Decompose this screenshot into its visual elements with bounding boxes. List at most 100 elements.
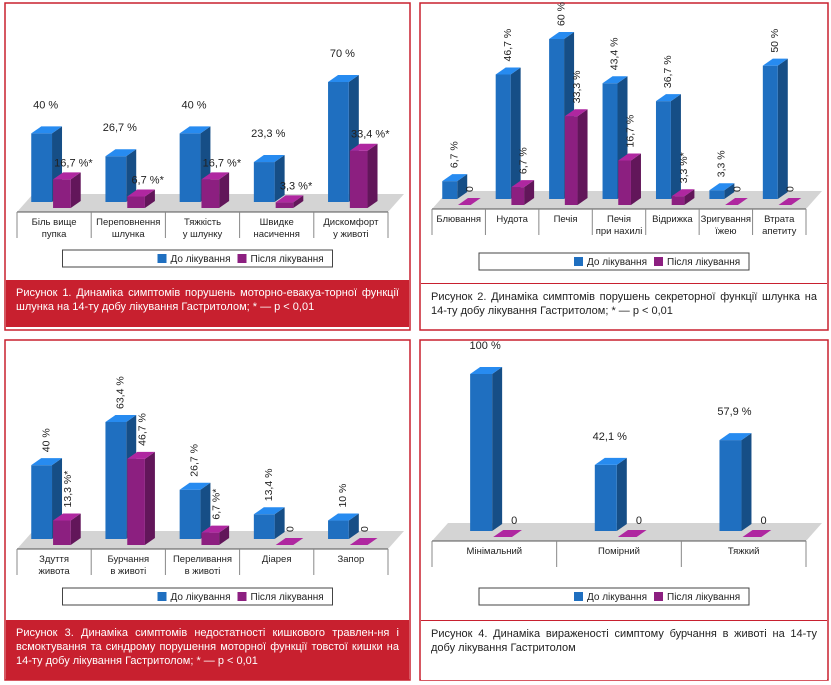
- legend-box: [62, 249, 333, 268]
- legend-box: [62, 587, 333, 606]
- category-label: Втрата апетиту: [762, 214, 797, 237]
- bar-top: [709, 183, 735, 191]
- bar-top: [617, 530, 647, 537]
- bar: [618, 160, 631, 205]
- bar: [328, 82, 349, 202]
- bar-top: [778, 198, 802, 205]
- value-label: 33,4 %*: [351, 129, 390, 141]
- value-label: 0: [511, 515, 517, 527]
- value-label: 16,7 %*: [54, 157, 93, 169]
- bar-side: [630, 153, 641, 205]
- category-label: Нудота: [496, 214, 528, 225]
- bar: [511, 187, 525, 205]
- legend-swatch: [574, 592, 583, 601]
- bar-top: [253, 507, 285, 515]
- bar-side: [684, 189, 695, 205]
- legend-swatch: [654, 257, 663, 266]
- bar-top: [457, 198, 481, 205]
- value-label: 43,4 %: [609, 38, 621, 71]
- bar-side: [144, 451, 155, 545]
- bar-top: [179, 126, 211, 134]
- bar: [127, 196, 145, 208]
- bar: [762, 65, 778, 200]
- bar-top: [470, 367, 503, 374]
- bar-top: [53, 513, 81, 521]
- value-label: 63,4 %: [115, 376, 127, 409]
- category-label: Тяжкий: [728, 546, 760, 557]
- value-label: 40 %: [40, 428, 52, 452]
- legend-box: [478, 252, 750, 271]
- legend-label: До лікування: [171, 592, 231, 603]
- bar: [671, 196, 685, 205]
- bar-top: [275, 195, 304, 203]
- caption: Рисунок 4. Динаміка вираженості симптому…: [421, 620, 827, 680]
- value-label: 6,7 %: [448, 141, 460, 168]
- category-label: Мінімальний: [467, 546, 523, 557]
- category-label: Переливання в животі: [173, 554, 232, 577]
- value-label: 0: [761, 515, 767, 527]
- bar-side: [510, 67, 521, 199]
- bar: [442, 181, 458, 199]
- category-label: Діарея: [262, 554, 292, 565]
- bar: [602, 83, 618, 199]
- value-label: 16,7 %: [624, 115, 636, 148]
- bar: [709, 190, 725, 199]
- legend-swatch: [157, 254, 167, 263]
- category-label: Печія: [554, 214, 578, 225]
- bar-top: [495, 67, 521, 75]
- bar: [53, 520, 71, 545]
- value-label: 0: [285, 526, 297, 532]
- value-label: 6,7 %: [518, 147, 530, 174]
- bar-top: [31, 458, 63, 466]
- bar-top: [201, 172, 230, 180]
- bar-top: [442, 174, 468, 182]
- panel-border: [4, 339, 411, 681]
- bar-side: [219, 525, 230, 545]
- bar-top: [602, 76, 628, 84]
- value-label: 36,7 %: [662, 55, 674, 88]
- bar-side: [670, 94, 681, 199]
- value-label: 0: [359, 526, 371, 532]
- bar-top: [275, 538, 304, 545]
- category-label: Запор: [338, 554, 365, 565]
- bar: [549, 39, 565, 199]
- bar-top: [328, 75, 359, 82]
- value-label: 3,3 %: [716, 150, 728, 177]
- panel-border: [419, 2, 829, 331]
- category-label: Печія при нахилі: [596, 214, 643, 237]
- value-label: 46,7 %: [502, 29, 514, 62]
- legend-label: До лікування: [587, 257, 647, 268]
- legend-label: Після лікування: [667, 257, 740, 268]
- bar: [470, 374, 493, 531]
- value-label: 40 %: [181, 99, 206, 111]
- value-label: 10 %: [337, 484, 349, 508]
- bar: [179, 133, 201, 202]
- bar-top: [127, 189, 155, 197]
- bar-side: [724, 183, 735, 199]
- bar-side: [219, 172, 230, 208]
- bar-side: [144, 189, 155, 208]
- bar-side: [492, 367, 503, 531]
- value-label: 60 %: [555, 2, 567, 26]
- value-label: 40 %: [33, 99, 58, 111]
- bar: [31, 465, 53, 539]
- bar-side: [457, 174, 468, 199]
- bar-side: [200, 482, 211, 539]
- bar-top: [253, 155, 285, 163]
- bar: [655, 101, 671, 199]
- value-label: 0: [785, 186, 797, 192]
- legend-swatch: [574, 257, 583, 266]
- bar-side: [616, 457, 627, 531]
- bar-side: [293, 195, 304, 208]
- bar: [127, 458, 145, 545]
- bar-side: [741, 433, 752, 531]
- value-label: 13,4 %: [263, 469, 275, 502]
- bar-top: [179, 482, 211, 490]
- bar-top: [655, 94, 681, 102]
- category-label: Дискомфорт у животі: [323, 217, 379, 240]
- bar-side: [70, 513, 81, 545]
- value-label: 50 %: [769, 29, 781, 53]
- value-label: 13,3 %*: [62, 471, 74, 508]
